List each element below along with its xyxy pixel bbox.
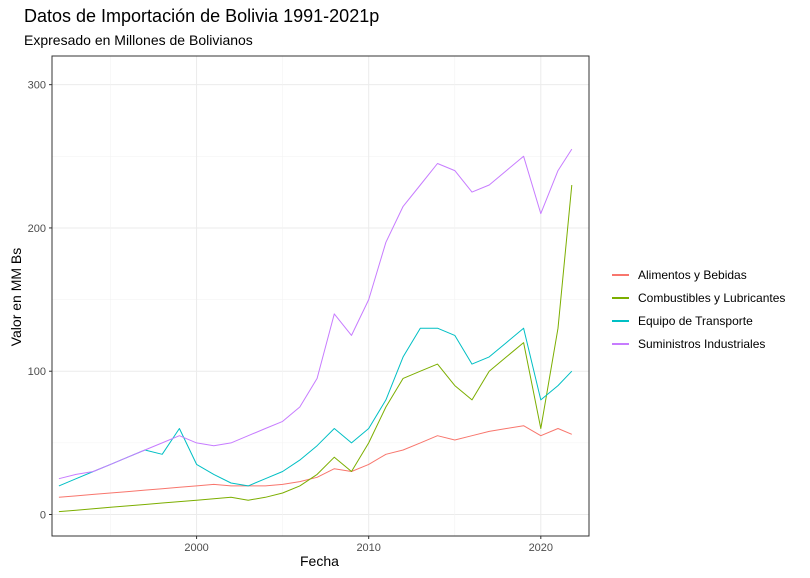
legend-key-suministros bbox=[612, 342, 629, 345]
legend-item-equipo: Equipo de Transporte bbox=[612, 309, 785, 332]
x-axis-label: Fecha bbox=[300, 553, 339, 569]
legend-label-suministros: Suministros Industriales bbox=[638, 336, 766, 351]
series-line-0 bbox=[58, 425, 572, 498]
x-tick-label: 2010 bbox=[356, 542, 380, 554]
y-axis-label: Valor en MM Bs bbox=[8, 247, 24, 347]
plot-panel bbox=[52, 56, 589, 536]
legend-label-equipo: Equipo de Transporte bbox=[638, 313, 753, 328]
legend-label-combustibles: Combustibles y Lubricantes bbox=[638, 290, 786, 305]
legend-item-alimentos: Alimentos y Bebidas bbox=[612, 263, 785, 286]
legend: Alimentos y Bebidas Combustibles y Lubri… bbox=[612, 263, 785, 355]
legend-key-equipo bbox=[612, 319, 629, 322]
chart-title: Datos de Importación de Bolivia 1991-202… bbox=[24, 6, 380, 26]
legend-item-combustibles: Combustibles y Lubricantes bbox=[612, 286, 785, 309]
y-tick-label: 100 bbox=[28, 366, 46, 378]
series-line-3 bbox=[58, 148, 573, 480]
x-tick-label: 2020 bbox=[529, 542, 553, 554]
chart-subtitle: Expresado en Millones de Bolivianos bbox=[24, 32, 253, 48]
grid-lines bbox=[52, 56, 589, 536]
y-tick-label: 0 bbox=[40, 510, 46, 522]
x-axis-ticks: 2000 2010 2020 bbox=[184, 536, 553, 554]
y-tick-label: 200 bbox=[28, 223, 46, 235]
legend-item-suministros: Suministros Industriales bbox=[612, 332, 785, 355]
legend-key-combustibles bbox=[612, 296, 629, 299]
legend-key-alimentos bbox=[612, 273, 629, 276]
y-tick-label: 300 bbox=[28, 80, 46, 92]
x-tick-label: 2000 bbox=[184, 542, 208, 554]
legend-label-alimentos: Alimentos y Bebidas bbox=[638, 267, 747, 282]
series-lines bbox=[58, 148, 573, 513]
series-line-1 bbox=[58, 184, 573, 513]
plot-border bbox=[51, 55, 590, 537]
y-axis-ticks: 0 100 200 300 bbox=[28, 80, 52, 522]
